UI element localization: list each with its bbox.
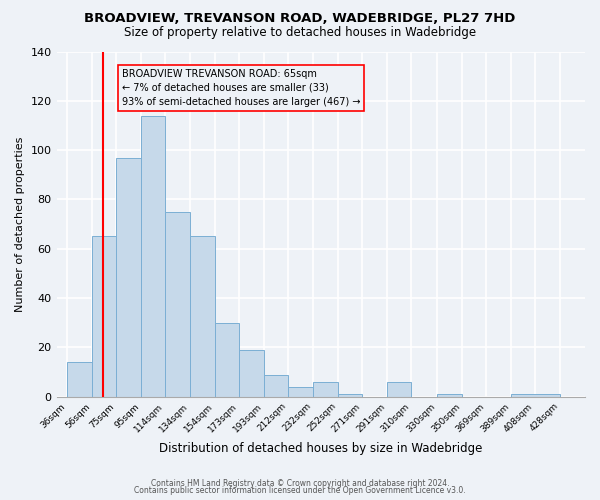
Text: Contains public sector information licensed under the Open Government Licence v3: Contains public sector information licen… <box>134 486 466 495</box>
Text: BROADVIEW TREVANSON ROAD: 65sqm
← 7% of detached houses are smaller (33)
93% of : BROADVIEW TREVANSON ROAD: 65sqm ← 7% of … <box>122 69 361 107</box>
Bar <box>141 116 165 396</box>
Bar <box>511 394 560 396</box>
Bar <box>264 374 288 396</box>
X-axis label: Distribution of detached houses by size in Wadebridge: Distribution of detached houses by size … <box>159 442 482 455</box>
Bar <box>215 322 239 396</box>
Text: Size of property relative to detached houses in Wadebridge: Size of property relative to detached ho… <box>124 26 476 39</box>
Bar <box>92 236 116 396</box>
Bar <box>165 212 190 396</box>
Bar <box>388 382 412 396</box>
Bar <box>67 362 92 396</box>
Bar <box>239 350 264 397</box>
Bar <box>313 382 338 396</box>
Bar <box>116 158 141 396</box>
Bar <box>338 394 362 396</box>
Bar <box>190 236 215 396</box>
Bar <box>288 387 313 396</box>
Y-axis label: Number of detached properties: Number of detached properties <box>15 136 25 312</box>
Bar <box>437 394 461 396</box>
Text: Contains HM Land Registry data © Crown copyright and database right 2024.: Contains HM Land Registry data © Crown c… <box>151 478 449 488</box>
Text: BROADVIEW, TREVANSON ROAD, WADEBRIDGE, PL27 7HD: BROADVIEW, TREVANSON ROAD, WADEBRIDGE, P… <box>85 12 515 26</box>
